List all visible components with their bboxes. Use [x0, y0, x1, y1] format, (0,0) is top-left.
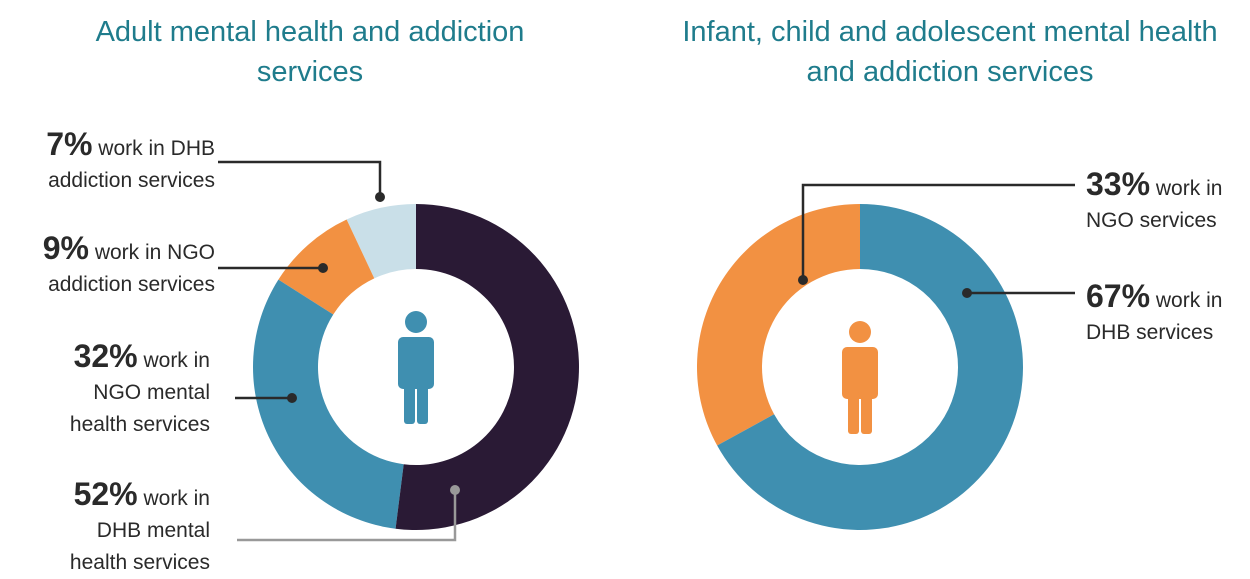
percent-label: 67% [1086, 278, 1151, 314]
donut-slice [346, 204, 416, 279]
leader-dot [962, 288, 972, 298]
leader-line [801, 183, 1075, 280]
category-label: work in DHB services [1086, 289, 1223, 344]
percent-label: 52% [73, 476, 138, 512]
chart-title: Adult mental health and addiction servic… [95, 16, 525, 88]
donut-slice [717, 204, 1023, 530]
category-label: work in NGO addiction services [48, 241, 215, 296]
percent-label: 33% [1086, 166, 1151, 202]
donut-slice [395, 204, 579, 530]
chart-title: Infant, child and adolescent mental heal… [682, 16, 1218, 88]
person-icon [398, 311, 434, 424]
slice-label: 67% work in DHB services [1086, 280, 1246, 349]
leader-dot [318, 263, 328, 273]
percent-label: 7% [46, 126, 93, 162]
percent-label: 32% [73, 338, 138, 374]
category-label: work in NGO services [1086, 177, 1223, 232]
leader-dot [375, 192, 385, 202]
person-icon [842, 321, 878, 434]
slice-label: 33% work in NGO services [1086, 168, 1246, 237]
leader-line [237, 490, 457, 542]
slice-label: 9% work in NGO addiction services [0, 232, 215, 301]
slice-label: 52% work in DHB mental health services [40, 478, 210, 579]
donut-slice [252, 279, 404, 529]
category-label: work in DHB addiction services [48, 137, 215, 192]
slice-label: 32% work in NGO mental health services [40, 340, 210, 441]
category-label: work in DHB mental health services [69, 487, 210, 574]
leader-dot [798, 275, 808, 285]
category-label: work in NGO mental health services [69, 349, 210, 436]
donut-slice [697, 204, 860, 446]
leader-line [218, 160, 382, 197]
leader-dot [287, 393, 297, 403]
leader-dot [450, 485, 460, 495]
percent-label: 9% [42, 230, 89, 266]
slice-label: 7% work in DHB addiction services [0, 128, 215, 197]
